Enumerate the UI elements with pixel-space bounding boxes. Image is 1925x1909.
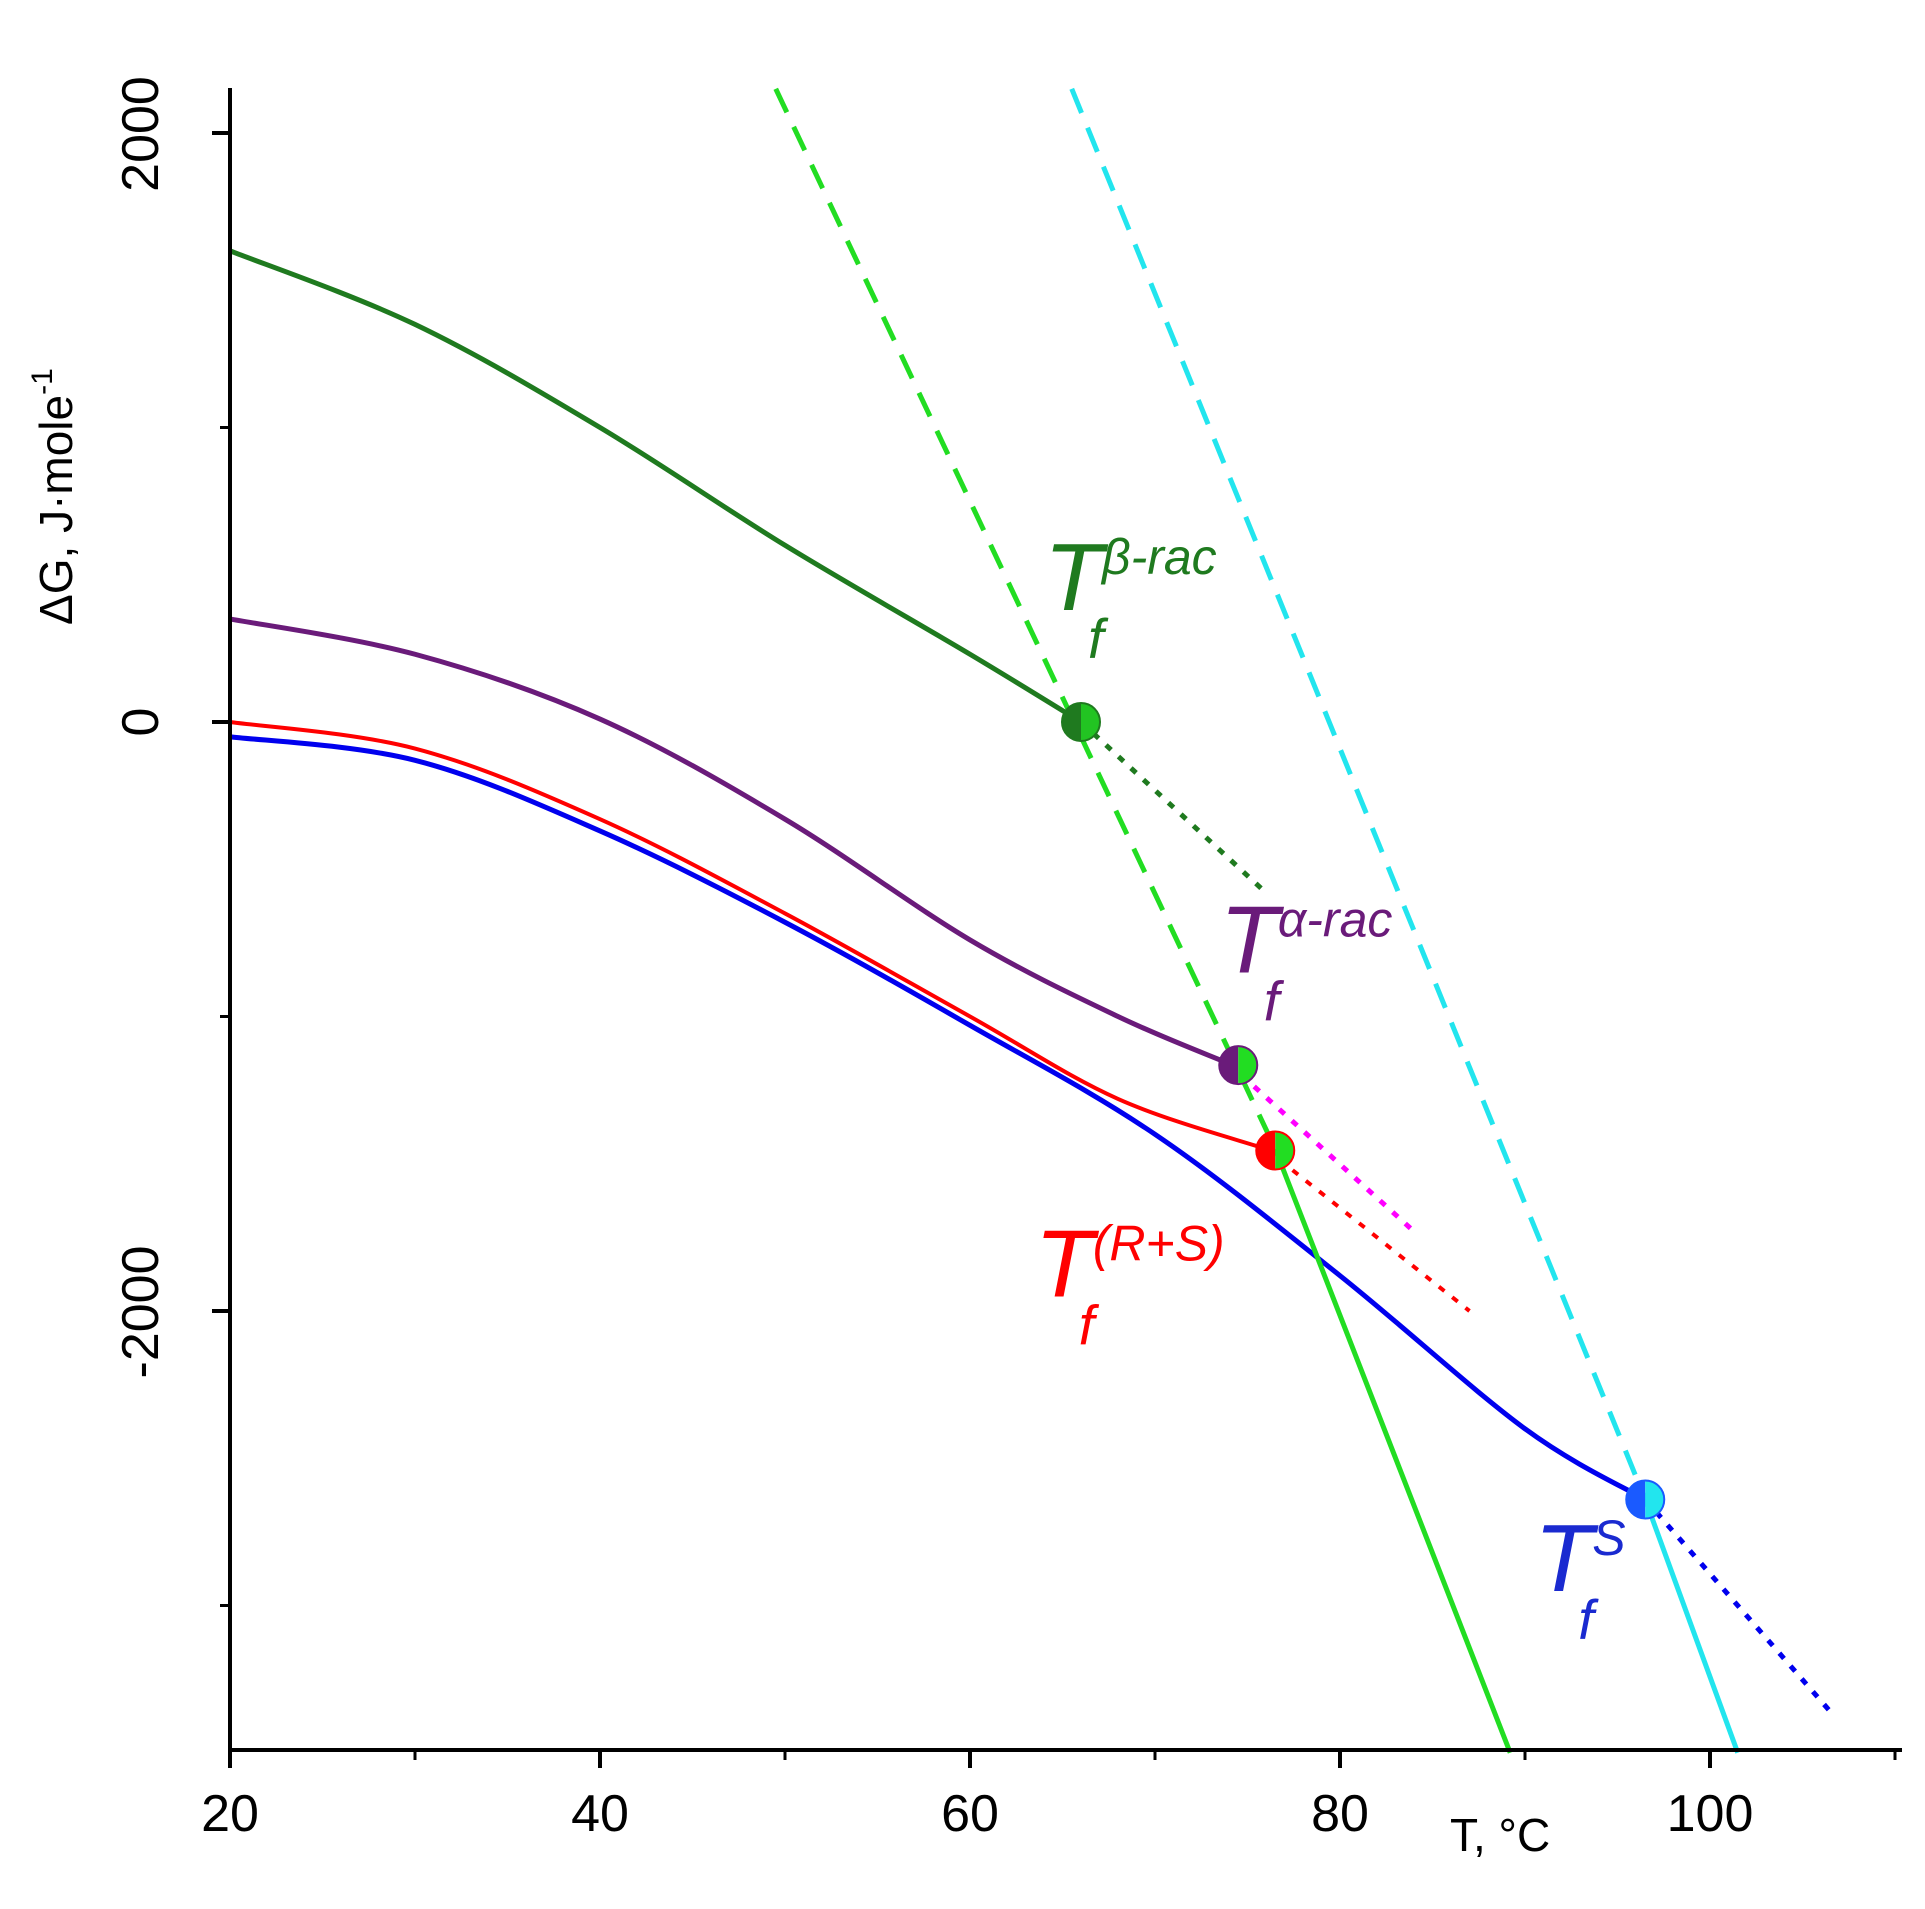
ticks-layer <box>212 131 1897 1768</box>
label-main: T <box>1220 886 1285 993</box>
series-R+S <box>229 720 1267 1151</box>
label-beta-rac: Tf β-rac <box>1044 524 1217 670</box>
label-main: T <box>1044 524 1109 631</box>
label-alpha-rac: Tf α-rac <box>1220 886 1393 1032</box>
marker-alpha-rac <box>1218 1045 1259 1086</box>
marker-left-half <box>1626 1480 1646 1519</box>
y-axis-title: ΔG, J·mole-1 <box>26 368 82 625</box>
label-S: TfS <box>1534 1505 1625 1651</box>
marker-right-half <box>1645 1480 1665 1519</box>
label-main: T <box>1534 1505 1599 1612</box>
label-sup: α-rac <box>1278 891 1393 947</box>
series-beta-rac-extension <box>1079 720 1268 895</box>
markers-layer <box>1061 702 1666 1520</box>
x-tick-label: 20 <box>201 1785 259 1843</box>
y-tick-label: 0 <box>112 708 170 737</box>
marker-outline <box>1255 1130 1296 1171</box>
marker-beta-rac <box>1061 702 1101 742</box>
marker-outline <box>1061 702 1101 742</box>
series-alpha-rac <box>229 616 1230 1066</box>
y-tick-label: 2000 <box>112 76 170 192</box>
series-liquid-rac <box>773 87 1278 1151</box>
marker-R+S <box>1255 1130 1296 1171</box>
label-sub: f <box>1079 1293 1100 1356</box>
series-S <box>229 734 1647 1502</box>
label-sup: S <box>1592 1510 1625 1566</box>
series-alpha-rac-extension <box>1227 1061 1416 1234</box>
y-axis-title-main: ΔG, J·mole <box>30 395 82 625</box>
marker-left-half <box>1062 703 1081 741</box>
x-tick-label: 80 <box>1311 1785 1369 1843</box>
x-tick-label: 60 <box>941 1785 999 1843</box>
marker-outline <box>1625 1479 1666 1520</box>
label-main: T <box>1035 1210 1100 1317</box>
x-tick-label: 100 <box>1667 1785 1754 1843</box>
marker-right-half <box>1238 1046 1258 1085</box>
label-sub: f <box>1264 969 1285 1032</box>
svg-text:ΔG, J·mole-1: ΔG, J·mole-1 <box>26 368 82 625</box>
marker-right-half <box>1275 1131 1295 1170</box>
y-tick-label: -2000 <box>112 1246 170 1379</box>
series-S-extension <box>1643 1497 1833 1714</box>
x-tick-label: 40 <box>571 1785 629 1843</box>
marker-outline <box>1218 1045 1259 1086</box>
label-sub: f <box>1088 607 1109 670</box>
series-liquid-S-solid <box>1642 1498 1741 1754</box>
label-sup: β-rac <box>1100 529 1217 585</box>
marker-left-half <box>1219 1046 1239 1085</box>
label-sup: (R+S) <box>1093 1215 1225 1271</box>
curves-layer <box>229 87 1833 1754</box>
label-sub: f <box>1578 1588 1599 1651</box>
marker-right-half <box>1081 703 1100 741</box>
label-R+S: Tf (R+S) <box>1035 1210 1225 1356</box>
marker-S <box>1625 1479 1666 1520</box>
axes-layer <box>228 88 1902 1752</box>
series-beta-rac <box>229 248 1083 725</box>
marker-left-half <box>1256 1131 1276 1170</box>
y-axis-title-sup: -1 <box>26 368 59 395</box>
x-axis-title: T, °C <box>1450 1809 1550 1861</box>
series-R+S-extension <box>1264 1147 1471 1313</box>
series-liquid-S <box>1069 87 1648 1501</box>
series-liquid-rac-solid <box>1272 1148 1513 1754</box>
